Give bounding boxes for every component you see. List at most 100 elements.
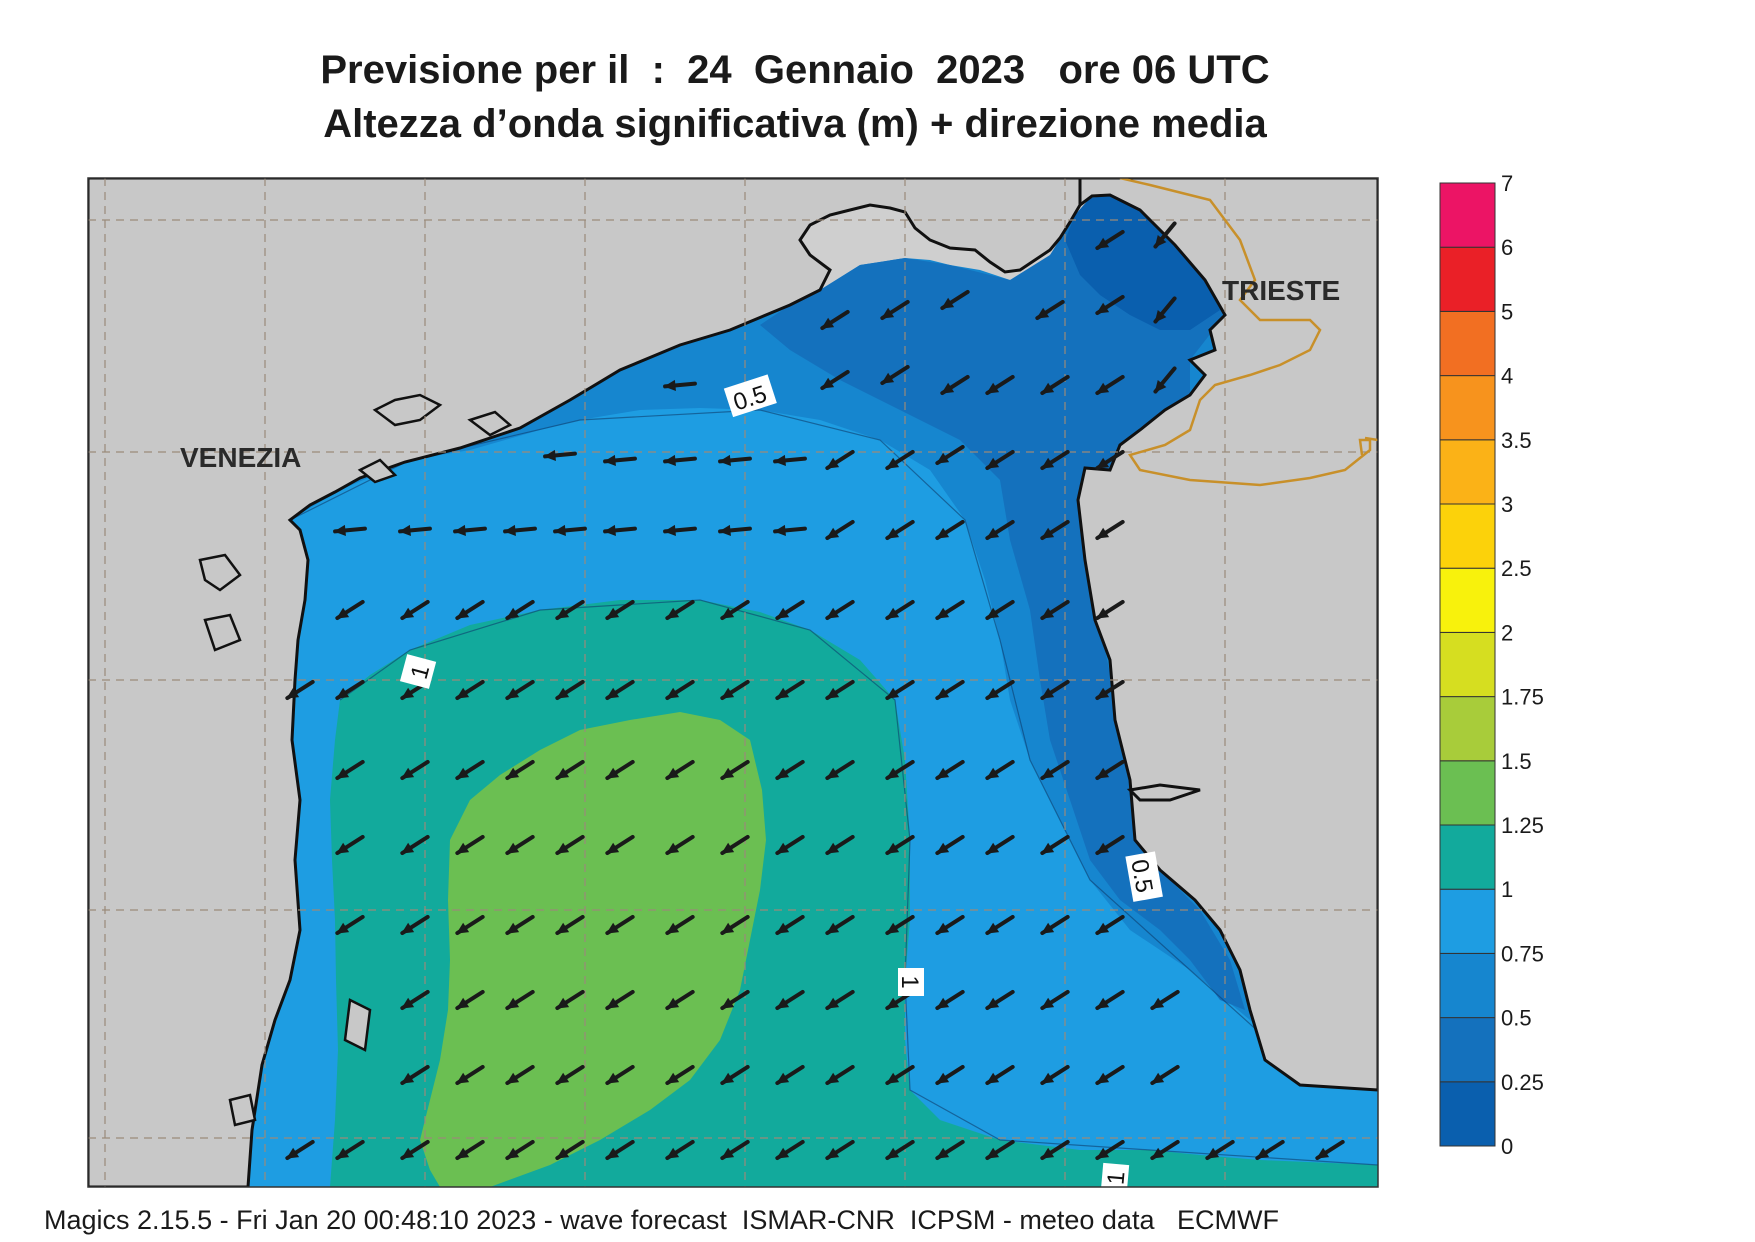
wave-arrow-head — [666, 1147, 680, 1159]
wave-arrow-head — [1206, 1147, 1220, 1159]
legend-tick-label: 3 — [1501, 492, 1513, 517]
wave-arrow-head — [826, 767, 840, 779]
wave-arrow-head — [776, 1072, 790, 1084]
wave-arrow-head — [826, 607, 840, 619]
map-frame — [87, 177, 1379, 1188]
wave-arrow-head — [886, 607, 900, 619]
wave-arrow-head — [941, 382, 955, 394]
wave-arrow-head — [776, 842, 790, 854]
wave-arrow-head — [606, 687, 620, 699]
legend-band — [1439, 631, 1496, 698]
wave-arrow-head — [401, 767, 415, 779]
wave-arrow-head — [606, 1147, 620, 1159]
wave-arrow-head — [401, 1147, 415, 1159]
wave-arrow-head — [936, 1147, 950, 1159]
footer-credit: Magics 2.15.5 - Fri Jan 20 00:48:10 2023… — [44, 1205, 1279, 1235]
wave-arrow-head — [1096, 237, 1110, 249]
contour-label-east: 0.5 — [1125, 851, 1163, 902]
wave-arrow-head — [666, 767, 680, 779]
wave-arrow-head — [556, 767, 570, 779]
wave-arrow-head — [986, 527, 1000, 539]
wave-arrow-head — [606, 922, 620, 934]
wave-arrow-head — [503, 524, 516, 536]
wave-arrow-head — [986, 922, 1000, 934]
wave-arrow-head — [1096, 767, 1110, 779]
wave-arrow-head — [456, 1072, 470, 1084]
wave-arrow-head — [986, 767, 1000, 779]
wave-arrow-head — [556, 687, 570, 699]
legend-band — [1439, 1081, 1496, 1147]
wave-arrow-head — [1041, 767, 1055, 779]
wave-arrow-head — [986, 1147, 1000, 1159]
wave-arrow-head — [1041, 527, 1055, 539]
wave-arrow-head — [401, 842, 415, 854]
wave-arrow-head — [543, 449, 556, 461]
contour-label-south: 1 — [1100, 1162, 1131, 1187]
wave-arrow-head — [336, 607, 350, 619]
wave-arrow-head — [286, 687, 300, 699]
wave-arrow-head — [986, 382, 1000, 394]
wave-band-0.25-0.5 — [760, 195, 1245, 1010]
legend-tick-label: 1.5 — [1501, 749, 1532, 774]
legend-band — [1439, 310, 1496, 377]
legend-tick-label: 1.25 — [1501, 813, 1544, 838]
wave-arrow-head — [776, 922, 790, 934]
wave-arrow-head — [666, 1072, 680, 1084]
wave-arrow-head — [986, 457, 1000, 469]
wave-arrow-head — [401, 922, 415, 934]
wave-arrow-head — [776, 997, 790, 1009]
wave-arrow-head — [1154, 234, 1167, 248]
wave-arrow-head — [1041, 1072, 1055, 1084]
wave-arrow-head — [826, 997, 840, 1009]
wave-arrow-head — [1151, 997, 1165, 1009]
land-east — [1076, 178, 1378, 1092]
wave-arrow-head — [986, 607, 1000, 619]
legend-tick-label: 0.75 — [1501, 941, 1544, 966]
wave-arrow-head — [986, 687, 1000, 699]
wave-arrow-head — [773, 524, 786, 536]
wave-arrow-head — [826, 527, 840, 539]
wave-arrow-head — [556, 1147, 570, 1159]
wave-arrow-head — [821, 317, 835, 329]
wave-arrow-head — [886, 922, 900, 934]
wave-arrow-head — [721, 997, 735, 1009]
wave-arrow-head — [456, 922, 470, 934]
wave-arrow-head — [776, 607, 790, 619]
wave-arrow-head — [401, 1072, 415, 1084]
city-label-venezia: VENEZIA — [180, 442, 301, 473]
contour-label-north: 0.5 — [723, 374, 777, 418]
wave-arrow-head — [666, 922, 680, 934]
legend-band — [1439, 503, 1496, 569]
wave-arrow-head — [936, 452, 950, 464]
wave-arrow-head — [606, 1072, 620, 1084]
legend-band — [1439, 1017, 1496, 1083]
legend-tick-label: 5 — [1501, 299, 1513, 324]
wave-arrow-head — [941, 297, 955, 309]
wave-arrow-head — [936, 997, 950, 1009]
map-title: Previsione per il : 24 Gennaio 2023 ore … — [320, 48, 1270, 92]
wave-arrow-head — [506, 1072, 520, 1084]
wave-arrow-head — [936, 527, 950, 539]
legend-band — [1439, 182, 1496, 248]
wave-arrow-head — [456, 842, 470, 854]
wave-arrow-head — [556, 997, 570, 1009]
city-label-trieste: TRIESTE — [1222, 275, 1340, 306]
wave-arrow-head — [336, 687, 350, 699]
wave-arrow-head — [881, 307, 895, 319]
legend-tick-label: 0.25 — [1501, 1070, 1544, 1095]
wave-arrow-head — [826, 1072, 840, 1084]
wave-arrow-head — [1154, 379, 1167, 393]
legend-band — [1439, 439, 1496, 505]
wave-arrow-head — [1041, 687, 1055, 699]
national-border — [1119, 178, 1378, 487]
wave-arrow-head — [553, 524, 566, 536]
wave-arrow-head — [401, 997, 415, 1009]
wave-arrow-head — [1096, 607, 1110, 619]
legend-band — [1439, 375, 1496, 441]
wave-arrow-head — [886, 687, 900, 699]
legend-band — [1439, 246, 1496, 312]
legend-tick-label: 1 — [1501, 877, 1513, 902]
wave-arrow-head — [826, 922, 840, 934]
wave-arrow-head — [506, 997, 520, 1009]
